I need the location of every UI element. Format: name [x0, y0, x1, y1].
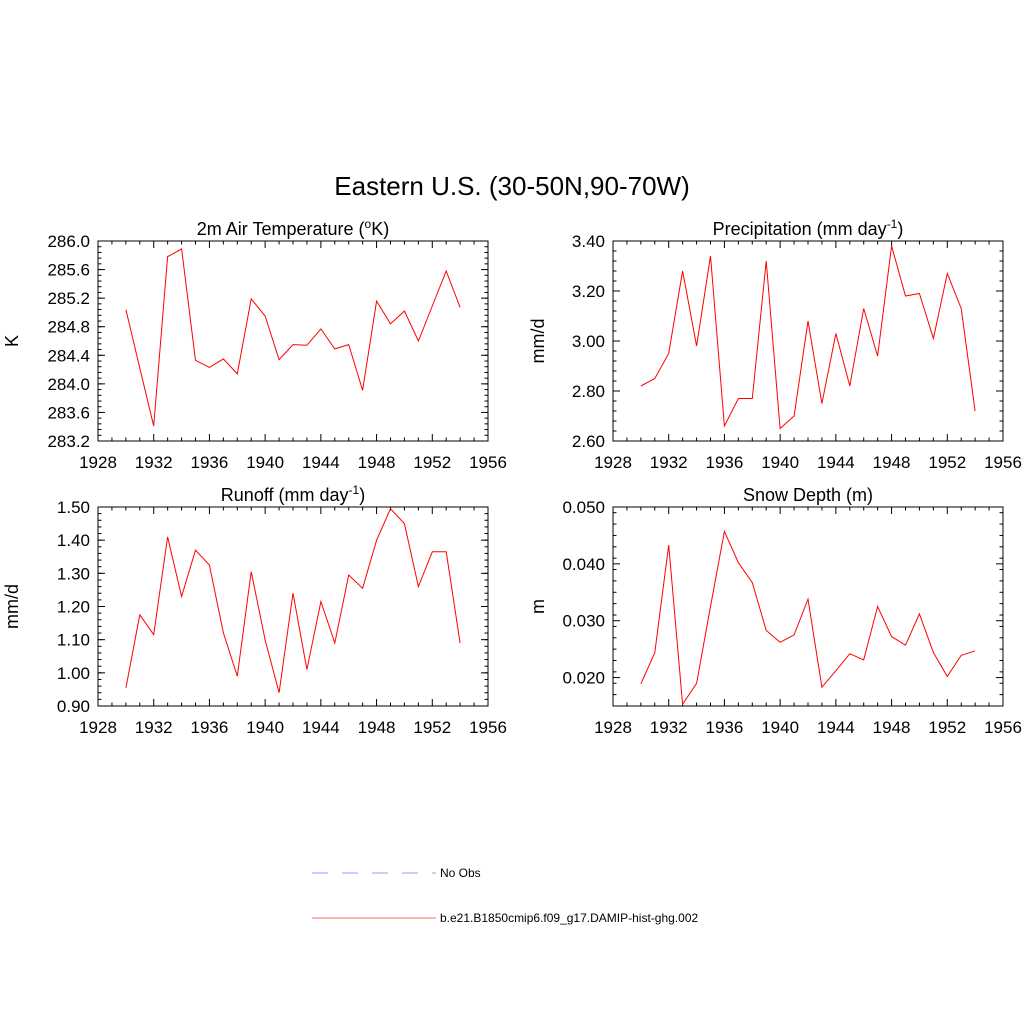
runoff-series-line [125, 507, 461, 693]
snow-depth-xtick-label: 1932 [650, 718, 688, 737]
snow-depth-series-line [640, 529, 976, 706]
temperature-xtick-label: 1952 [413, 453, 451, 472]
runoff-title: Runoff (mm day-1) [221, 483, 365, 505]
runoff-ytick-label: 1.40 [57, 531, 90, 550]
precipitation-title: Precipitation (mm day-1) [713, 217, 904, 239]
temperature-ytick-label: 284.0 [47, 375, 90, 394]
temperature-xtick-label: 1948 [358, 453, 396, 472]
precipitation-xtick-label: 1944 [817, 453, 855, 472]
precipitation-series-line [640, 245, 976, 430]
runoff-ytick-label: 1.20 [57, 598, 90, 617]
temperature-ytick-label: 284.8 [47, 318, 90, 337]
precipitation-ylabel: mm/d [528, 319, 548, 364]
precipitation-xtick-label: 1932 [650, 453, 688, 472]
snow-depth-xtick-label: 1952 [928, 718, 966, 737]
temperature-ylabel: K [2, 335, 22, 347]
precipitation-xtick-label: 1940 [761, 453, 799, 472]
runoff-xtick-label: 1932 [135, 718, 173, 737]
runoff-ytick-label: 1.00 [57, 664, 90, 683]
snow-depth-xtick-label: 1936 [706, 718, 744, 737]
precipitation-xtick-label: 1936 [706, 453, 744, 472]
temperature-xtick-label: 1932 [135, 453, 173, 472]
precipitation-xtick-label: 1952 [928, 453, 966, 472]
runoff-ytick-label: 1.30 [57, 564, 90, 583]
precipitation-xtick-label: 1956 [984, 453, 1022, 472]
runoff-xtick-label: 1928 [79, 718, 117, 737]
snow-depth-ylabel: m [528, 599, 548, 614]
precipitation-ytick-label: 2.80 [572, 382, 605, 401]
snow-depth-xtick-label: 1940 [761, 718, 799, 737]
temperature-frame [97, 240, 489, 442]
runoff-ytick-label: 1.50 [57, 498, 90, 517]
snow-depth-ytick-label: 0.020 [562, 669, 605, 688]
temperature-xtick-label: 1928 [79, 453, 117, 472]
temperature-ytick-label: 283.6 [47, 403, 90, 422]
legend: No Obs b.e21.B1850cmip6.f09_g17.DAMIP-hi… [312, 866, 698, 925]
legend-model-label: b.e21.B1850cmip6.f09_g17.DAMIP-hist-ghg.… [440, 911, 698, 925]
runoff-panel: 1928 1932 1936 1940 1944 1948 1952 1956 0.90 1.00… [2, 483, 507, 737]
snow-depth-xtick-label: 1944 [817, 718, 855, 737]
temperature-xtick-label: 1956 [469, 453, 507, 472]
runoff-frame [97, 506, 489, 707]
temperature-ytick-label: 283.2 [47, 432, 90, 451]
snow-depth-frame [612, 506, 1004, 707]
legend-no-obs-label: No Obs [440, 866, 481, 880]
precipitation-xtick-label: 1948 [873, 453, 911, 472]
precipitation-ytick-label: 3.20 [572, 282, 605, 301]
temperature-panel: 1928 1932 1936 1940 1944 1948 1952 1956 283.2 283… [2, 217, 507, 472]
figure-title: Eastern U.S. (30-50N,90-70W) [334, 171, 689, 201]
temperature-ytick-label: 285.2 [47, 289, 90, 308]
snow-depth-panel: 1928 1932 1936 1940 1944 1948 1952 1956 0.020 0.0… [528, 485, 1022, 737]
temperature-ytick-label: 284.4 [47, 346, 90, 365]
snow-depth-title: Snow Depth (m) [743, 485, 873, 505]
snow-depth-xtick-label: 1956 [984, 718, 1022, 737]
snow-depth-ytick-label: 0.030 [562, 612, 605, 631]
runoff-ytick-label: 0.90 [57, 697, 90, 716]
precipitation-ytick-label: 2.60 [572, 432, 605, 451]
snow-depth-xtick-label: 1928 [594, 718, 632, 737]
temperature-title: 2m Air Temperature (oK) [197, 217, 389, 239]
temperature-xtick-label: 1940 [246, 453, 284, 472]
temperature-ytick-label: 285.6 [47, 261, 90, 280]
snow-depth-ytick-label: 0.040 [562, 555, 605, 574]
precipitation-ytick-label: 3.40 [572, 232, 605, 251]
temperature-series-line [125, 248, 461, 427]
runoff-xtick-label: 1940 [246, 718, 284, 737]
temperature-xtick-label: 1936 [191, 453, 229, 472]
snow-depth-ytick-label: 0.050 [562, 498, 605, 517]
runoff-ylabel: mm/d [2, 584, 22, 629]
panels-group: 1928 1932 1936 1940 1944 1948 1952 1956 283.2 283… [2, 217, 1022, 737]
runoff-ytick-label: 1.10 [57, 631, 90, 650]
runoff-xtick-label: 1956 [469, 718, 507, 737]
precipitation-panel: 1928 1932 1936 1940 1944 1948 1952 1956 2.60 2.80… [528, 217, 1022, 472]
runoff-xtick-label: 1948 [358, 718, 396, 737]
temperature-ytick-label: 286.0 [47, 232, 90, 251]
runoff-xtick-label: 1952 [413, 718, 451, 737]
precipitation-ytick-label: 3.00 [572, 332, 605, 351]
runoff-xtick-label: 1944 [302, 718, 340, 737]
precipitation-frame [612, 240, 1004, 442]
runoff-xtick-label: 1936 [191, 718, 229, 737]
precipitation-xtick-label: 1928 [594, 453, 632, 472]
snow-depth-xtick-label: 1948 [873, 718, 911, 737]
temperature-xtick-label: 1944 [302, 453, 340, 472]
